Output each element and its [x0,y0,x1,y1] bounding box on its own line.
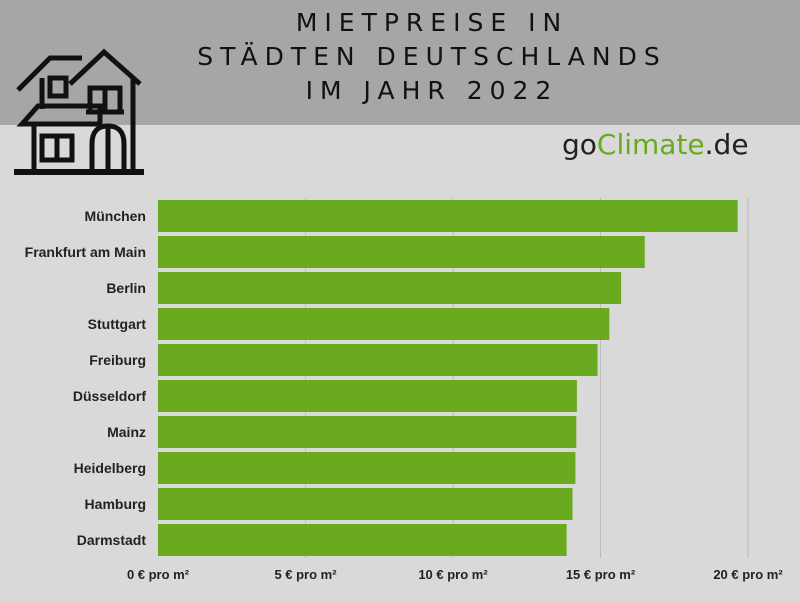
x-tick-label: 0 € pro m² [127,567,190,582]
x-tick-label: 20 € pro m² [713,567,783,582]
brand-highlight: Climate [596,128,705,161]
category-label: Heidelberg [74,460,146,476]
bar [158,380,577,412]
category-label: Darmstadt [77,532,147,548]
brand-prefix: go [562,128,597,161]
bar [158,524,567,556]
bar [158,200,738,232]
bar [158,452,576,484]
category-label: Freiburg [89,352,146,368]
x-tick-label: 5 € pro m² [274,567,337,582]
title-line-2: STÄDTEN DEUTSCHLANDS [197,42,667,71]
bar [158,308,610,340]
category-label: Hamburg [85,496,146,512]
bar [158,416,577,448]
brand-logo: goClimate.de [562,128,749,161]
bar [158,488,573,520]
bar [158,344,598,376]
category-label: Mainz [107,424,146,440]
x-tick-label: 15 € pro m² [566,567,636,582]
category-label: Stuttgart [88,316,147,332]
bar [158,272,622,304]
x-tick-label: 10 € pro m² [418,567,488,582]
brand-suffix: .de [704,128,749,161]
bar [158,236,645,268]
category-label: Düsseldorf [73,388,146,404]
category-label: Berlin [106,280,146,296]
house-icon [14,48,144,175]
page-title: MIETPREISE IN STÄDTEN DEUTSCHLANDS IM JA… [0,6,800,108]
title-line-1: MIETPREISE IN [295,8,569,37]
category-label: Frankfurt am Main [25,244,146,260]
title-line-3: IM JAHR 2022 [305,76,559,105]
category-label: München [85,208,146,224]
